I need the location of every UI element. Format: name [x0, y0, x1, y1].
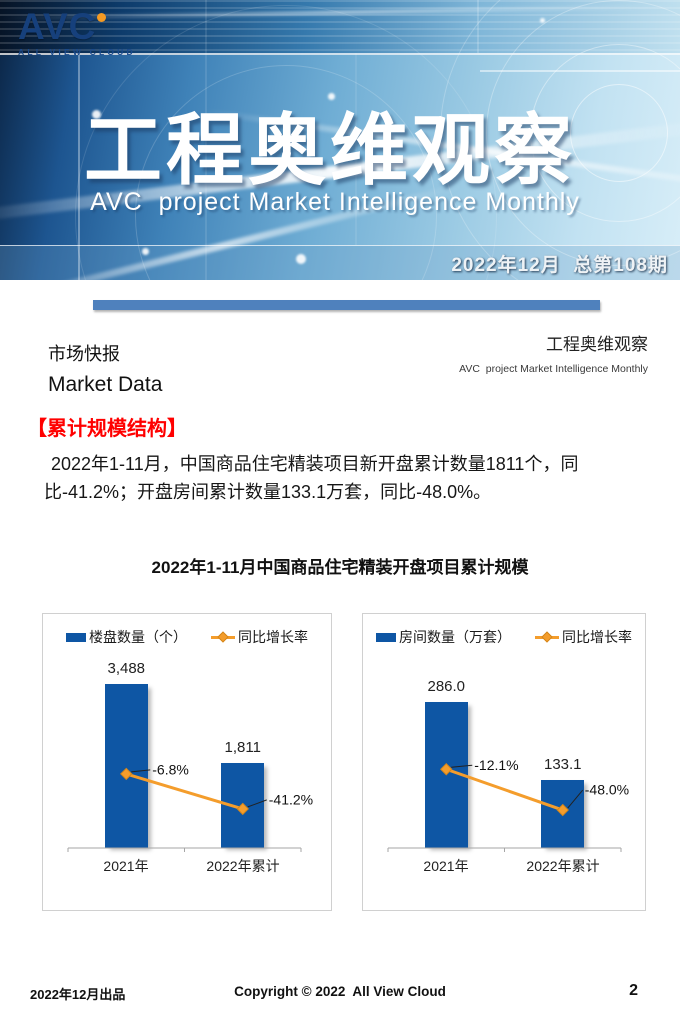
x-axis-label: 2021年 — [103, 858, 149, 874]
decor-dot — [92, 110, 101, 119]
hero-subtitle: AVC project Market Intelligence Monthly — [90, 188, 580, 216]
decor-dot — [540, 18, 545, 23]
decor-gridline — [480, 70, 680, 72]
legend-diamond-icon — [541, 631, 553, 643]
legend-diamond-icon — [217, 631, 229, 643]
legend-item-bar: 楼盘数量（个） — [66, 627, 187, 647]
hero-title: 工程奥维观察 — [83, 106, 576, 194]
x-axis-label: 2022年累计 — [206, 858, 280, 874]
chart-rooms: 房间数量（万套） 同比增长率 286.0 133.1 2021年 2022年累计… — [362, 613, 646, 911]
section-name-cn: 市场快报 — [48, 344, 120, 364]
bar-value-label: 1,811 — [224, 739, 261, 756]
chart-legend: 房间数量（万套） 同比增长率 — [363, 627, 645, 647]
svg-text:-12.1%: -12.1% — [474, 757, 518, 773]
section-name-en: Market Data — [48, 373, 163, 396]
brand-block: 工程奥维观察 AVC project Market Intelligence M… — [459, 330, 648, 375]
decor-dot — [142, 248, 149, 255]
issue-date: 2022年12月 总第108期 — [451, 255, 668, 276]
brand-name-cn: 工程奥维观察 — [546, 335, 648, 354]
svg-text:-48.0%: -48.0% — [585, 782, 629, 798]
avc-logo: AVC ALL VIEW CLOUD — [18, 8, 136, 57]
legend-line-swatch — [535, 631, 559, 643]
decor-gridline — [205, 0, 207, 280]
chart-projects: 楼盘数量（个） 同比增长率 3,488 1,811 2021年 2022年累计 … — [42, 613, 332, 911]
decor-dot — [296, 254, 306, 264]
summary-paragraph: 2022年1-11月，中国商品住宅精装项目新开盘累计数量1811个，同比-41.… — [44, 454, 579, 502]
svg-text:-6.8%: -6.8% — [152, 762, 189, 778]
avc-logo-subtext: ALL VIEW CLOUD — [18, 47, 136, 57]
avc-logo-dot-icon — [97, 13, 106, 22]
legend-line-label: 同比增长率 — [562, 629, 632, 645]
section-heading: 【累计规模结构】 — [27, 418, 187, 440]
svg-text:-41.2%: -41.2% — [269, 792, 313, 808]
legend-item-line: 同比增长率 — [535, 627, 632, 647]
section-block: 市场快报 Market Data — [48, 340, 162, 397]
bar-value-label: 3,488 — [107, 660, 146, 677]
bar-value-label: 286.0 — [427, 678, 466, 695]
brand-name-en: AVC project Market Intelligence Monthly — [459, 363, 648, 375]
legend-item-line: 同比增长率 — [211, 627, 308, 647]
legend-line-label: 同比增长率 — [238, 629, 308, 645]
divider-bar — [93, 300, 600, 310]
decor-dot — [328, 93, 335, 100]
page-number: 2 — [629, 982, 638, 999]
legend-item-bar: 房间数量（万套） — [376, 627, 511, 647]
bar — [104, 684, 148, 848]
decor-gridline — [477, 0, 479, 53]
chart-title: 2022年1-11月中国商品住宅精装开盘项目累计规模 — [151, 558, 529, 577]
hero-banner: AVC ALL VIEW CLOUD 工程奥维观察 AVC project Ma… — [0, 0, 680, 280]
decor-gridline — [355, 53, 357, 245]
chart-legend: 楼盘数量（个） 同比增长率 — [43, 627, 331, 647]
plot-area: 3,488 1,811 2021年 2022年累计 -6.8% -41.2% — [67, 660, 313, 874]
legend-bar-label: 房间数量（万套） — [399, 629, 511, 645]
legend-bar-label: 楼盘数量（个） — [89, 629, 187, 645]
avc-logo-text: AVC — [18, 6, 97, 47]
plot-area: 286.0 133.1 2021年 2022年累计 -12.1% -48.0% — [387, 674, 629, 874]
legend-bar-swatch — [376, 632, 396, 642]
x-axis-label: 2021年 — [423, 858, 469, 874]
bar-value-label: 133.1 — [543, 756, 582, 773]
x-axis-label: 2022年累计 — [526, 858, 600, 874]
footer-issue: 2022年12月出品 — [30, 987, 126, 1002]
legend-bar-swatch — [66, 632, 86, 642]
legend-line-swatch — [211, 631, 235, 643]
footer-copyright: Copyright © 2022 All View Cloud — [234, 984, 446, 999]
decor-gridline — [78, 53, 80, 280]
